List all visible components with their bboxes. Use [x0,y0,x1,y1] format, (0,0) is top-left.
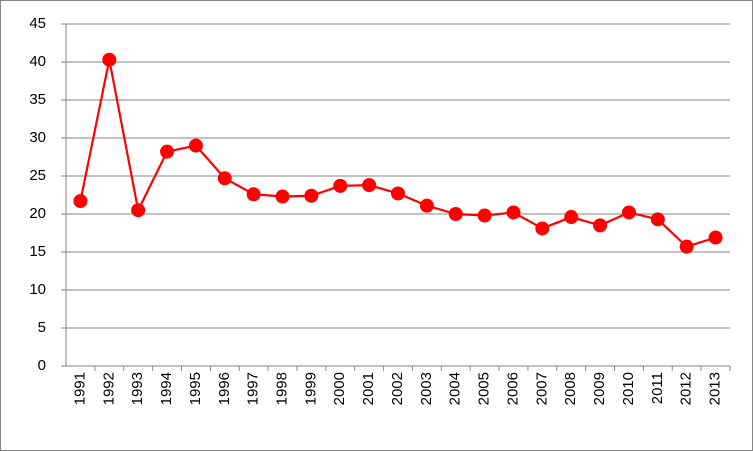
y-tick-label: 30 [29,129,46,146]
marker [73,194,88,209]
y-tick-label: 5 [38,319,46,336]
y-tick-label: 10 [29,281,46,298]
x-tick-label: 2005 [476,372,493,405]
y-tick-label: 35 [29,91,46,108]
x-tick-label: 1995 [187,372,204,405]
y-tick-label: 25 [29,167,46,184]
marker [650,212,665,227]
marker [246,187,261,202]
x-tick-label: 2010 [620,372,637,405]
x-tick-label: 2001 [360,372,377,405]
x-tick-label: 1993 [129,372,146,405]
y-tick-label: 40 [29,53,46,70]
x-tick-label: 2012 [678,372,695,405]
x-tick-label: 1991 [71,372,88,405]
marker [304,188,319,203]
y-tick-label: 20 [29,205,46,222]
marker [362,178,377,193]
marker [708,230,723,245]
x-tick-label: 2003 [418,372,435,405]
x-tick-label: 1994 [158,372,175,405]
marker [419,198,434,213]
marker [535,221,550,236]
marker [275,189,290,204]
x-tick-label: 1996 [216,372,233,405]
marker [188,138,203,153]
marker [160,144,175,159]
marker [448,207,463,221]
x-tick-label: 2004 [447,372,464,405]
y-tick-label: 0 [38,357,46,374]
marker [564,210,579,225]
x-tick-label: 2000 [331,372,348,405]
x-tick-label: 2013 [707,372,724,405]
marker [217,171,232,186]
marker [621,205,636,220]
marker [477,208,492,223]
marker [391,186,405,201]
x-tick-label: 1998 [273,372,290,405]
marker [506,205,521,220]
x-tick-label: 2007 [533,372,550,405]
marker [102,52,117,67]
x-tick-label: 1997 [245,372,262,405]
x-tick-label: 2002 [389,372,406,405]
x-tick-label: 1999 [302,372,319,405]
x-tick-label: 2006 [504,372,521,405]
marker [593,218,608,233]
y-tick-label: 15 [29,243,46,260]
marker [333,178,348,193]
y-tick-label: 45 [29,15,46,32]
marker [679,239,694,254]
x-tick-label: 2011 [649,372,666,404]
x-tick-label: 1992 [100,372,117,405]
x-tick-label: 2009 [591,372,608,405]
x-tick-label: 2008 [562,372,579,405]
marker [131,203,146,218]
